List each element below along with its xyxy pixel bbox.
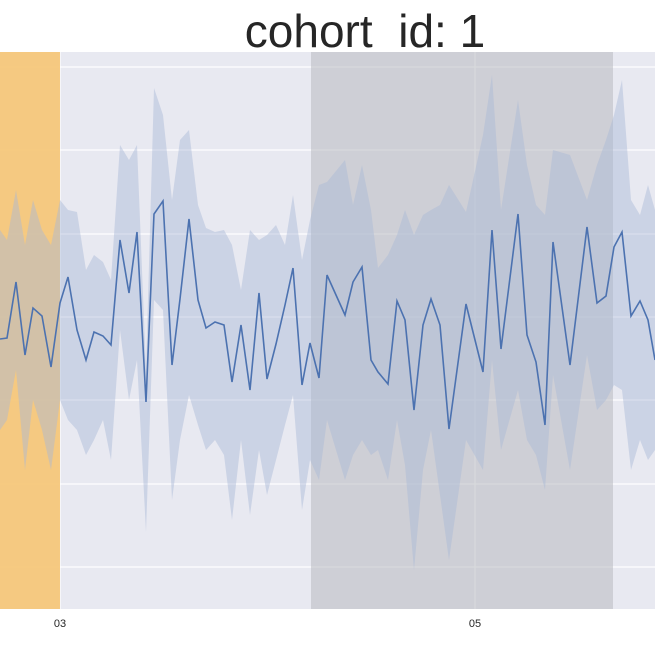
confidence-band: [0, 75, 655, 570]
x-tick-label-03: 03: [53, 618, 67, 630]
mean-line: [0, 198, 655, 430]
orange-highlight-region: [0, 52, 60, 609]
x-tick-label-05: 05: [468, 618, 482, 630]
chart-title: cohort_id: 1: [244, 5, 486, 57]
